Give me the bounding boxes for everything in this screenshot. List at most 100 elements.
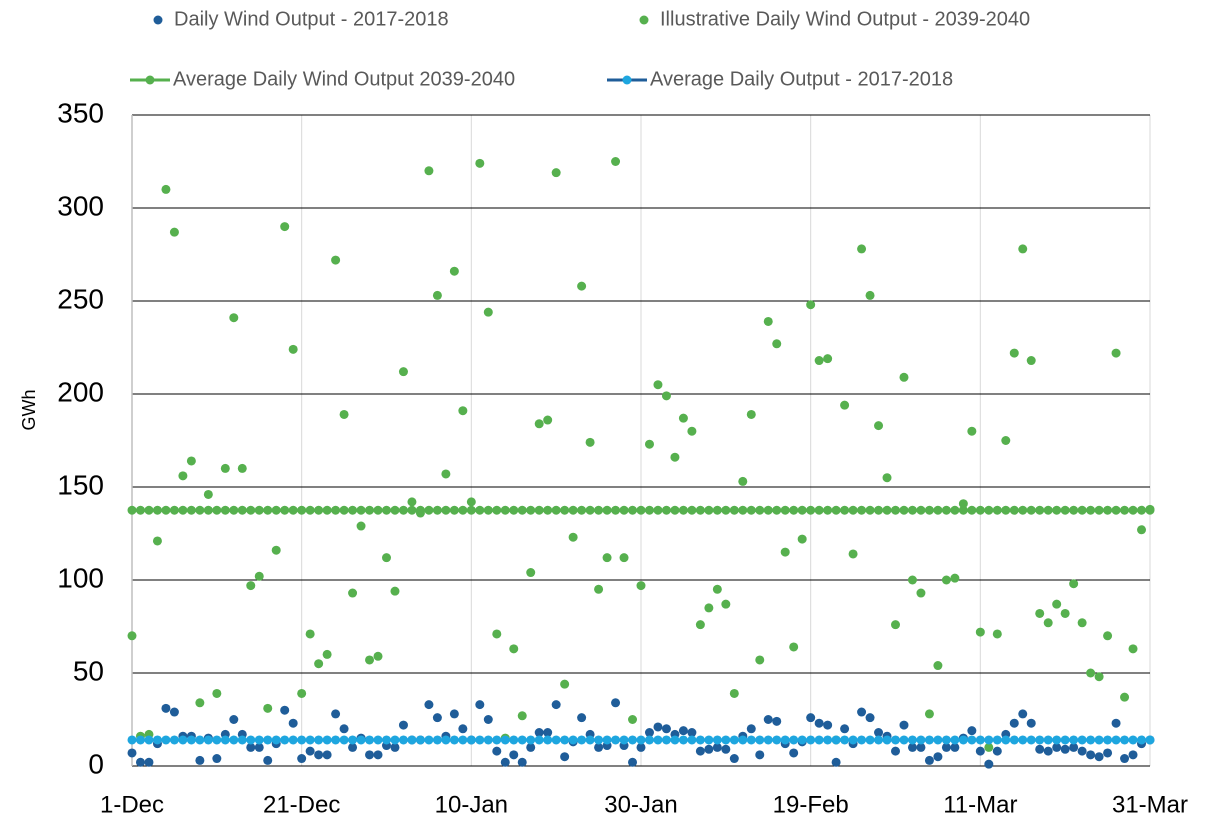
point: [874, 421, 884, 431]
point: [390, 742, 400, 752]
point: [195, 698, 205, 708]
line-marker: [594, 735, 604, 745]
line-marker: [602, 735, 612, 745]
point: [594, 742, 604, 752]
point: [229, 715, 239, 724]
line-marker: [1103, 505, 1113, 515]
line-marker: [1086, 505, 1096, 515]
point: [653, 722, 663, 732]
point: [1069, 579, 1079, 589]
point: [857, 707, 867, 717]
line-marker: [365, 505, 375, 515]
point: [577, 713, 587, 723]
line-marker: [840, 505, 850, 515]
line-marker: [772, 735, 782, 745]
line-marker: [585, 505, 595, 515]
point: [483, 715, 493, 724]
line-marker: [212, 735, 222, 745]
line-marker: [339, 735, 349, 745]
line-marker: [636, 505, 646, 515]
legend-marker: [145, 75, 155, 85]
point: [1060, 744, 1070, 754]
line-marker: [517, 735, 527, 745]
point: [212, 754, 222, 764]
point: [1026, 718, 1036, 728]
point: [254, 571, 264, 581]
point: [916, 742, 926, 752]
point: [780, 547, 790, 557]
point: [704, 744, 714, 754]
line-marker: [161, 735, 171, 745]
line-marker: [254, 735, 264, 745]
point: [280, 705, 290, 715]
point: [975, 746, 985, 756]
line-marker: [1086, 735, 1096, 745]
point: [763, 715, 773, 724]
point: [551, 700, 561, 710]
legend-marker: [639, 15, 649, 25]
line-marker: [1145, 735, 1155, 745]
point: [543, 415, 553, 425]
point: [899, 720, 909, 730]
y-tick-label: 150: [57, 469, 104, 500]
line-marker: [840, 735, 850, 745]
line-marker: [152, 735, 162, 745]
line-marker: [1077, 735, 1087, 745]
line-marker: [475, 505, 485, 515]
point: [577, 281, 587, 291]
line-marker: [992, 735, 1002, 745]
line-marker: [678, 505, 688, 515]
point: [1052, 599, 1062, 609]
line-marker: [237, 735, 247, 745]
point: [152, 536, 162, 546]
line-marker: [237, 505, 247, 515]
point: [382, 553, 391, 563]
point: [534, 419, 544, 429]
point: [840, 724, 850, 734]
line-marker: [314, 735, 324, 745]
point: [628, 757, 638, 767]
line-marker: [831, 735, 841, 745]
line-marker: [1103, 735, 1113, 745]
point: [916, 588, 926, 598]
line-marker: [1069, 735, 1079, 745]
line-marker: [678, 735, 688, 745]
point: [263, 755, 273, 765]
point: [992, 629, 1002, 639]
point: [712, 584, 722, 594]
point: [441, 469, 451, 479]
line-marker: [1035, 505, 1045, 515]
line-marker: [882, 505, 892, 515]
point: [975, 627, 985, 637]
line-marker: [220, 735, 230, 745]
line-marker: [729, 735, 739, 745]
point: [1094, 752, 1104, 762]
line-marker: [1120, 735, 1130, 745]
point: [670, 452, 680, 462]
line-marker: [424, 505, 434, 515]
line-marker: [891, 505, 900, 515]
y-tick-label: 250: [57, 283, 104, 314]
line-marker: [483, 735, 493, 745]
point: [874, 728, 884, 738]
line-marker: [492, 505, 502, 515]
point: [992, 746, 1002, 756]
point: [1018, 709, 1028, 719]
line-marker: [305, 735, 315, 745]
point: [305, 746, 315, 756]
line-marker: [415, 505, 425, 515]
point: [1086, 750, 1096, 760]
line-marker: [950, 505, 960, 515]
point: [678, 413, 688, 423]
line-marker: [382, 505, 391, 515]
line-marker: [517, 505, 527, 515]
line-marker: [246, 735, 256, 745]
line-marker: [721, 735, 731, 745]
point: [585, 437, 595, 447]
line-marker: [916, 505, 926, 515]
point: [220, 463, 230, 473]
point: [1069, 742, 1079, 752]
y-tick-label: 0: [88, 748, 104, 779]
line-marker: [967, 505, 977, 515]
